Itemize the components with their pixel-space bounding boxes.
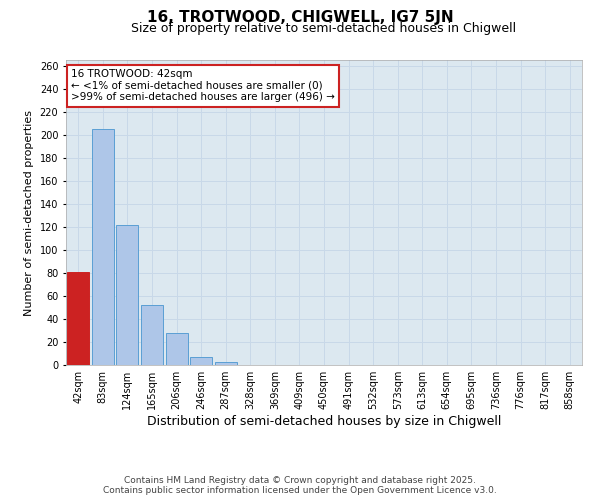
Bar: [215, 362, 237, 365]
X-axis label: Distribution of semi-detached houses by size in Chigwell: Distribution of semi-detached houses by …: [147, 415, 501, 428]
Bar: [92, 129, 114, 365]
Text: Contains HM Land Registry data © Crown copyright and database right 2025.
Contai: Contains HM Land Registry data © Crown c…: [103, 476, 497, 495]
Bar: [141, 305, 163, 365]
Bar: [67, 272, 89, 365]
Title: Size of property relative to semi-detached houses in Chigwell: Size of property relative to semi-detach…: [131, 22, 517, 35]
Bar: [190, 357, 212, 365]
Bar: [116, 224, 139, 365]
Bar: [166, 333, 188, 365]
Text: 16, TROTWOOD, CHIGWELL, IG7 5JN: 16, TROTWOOD, CHIGWELL, IG7 5JN: [146, 10, 454, 25]
Y-axis label: Number of semi-detached properties: Number of semi-detached properties: [24, 110, 34, 316]
Text: 16 TROTWOOD: 42sqm
← <1% of semi-detached houses are smaller (0)
>99% of semi-de: 16 TROTWOOD: 42sqm ← <1% of semi-detache…: [71, 69, 335, 102]
